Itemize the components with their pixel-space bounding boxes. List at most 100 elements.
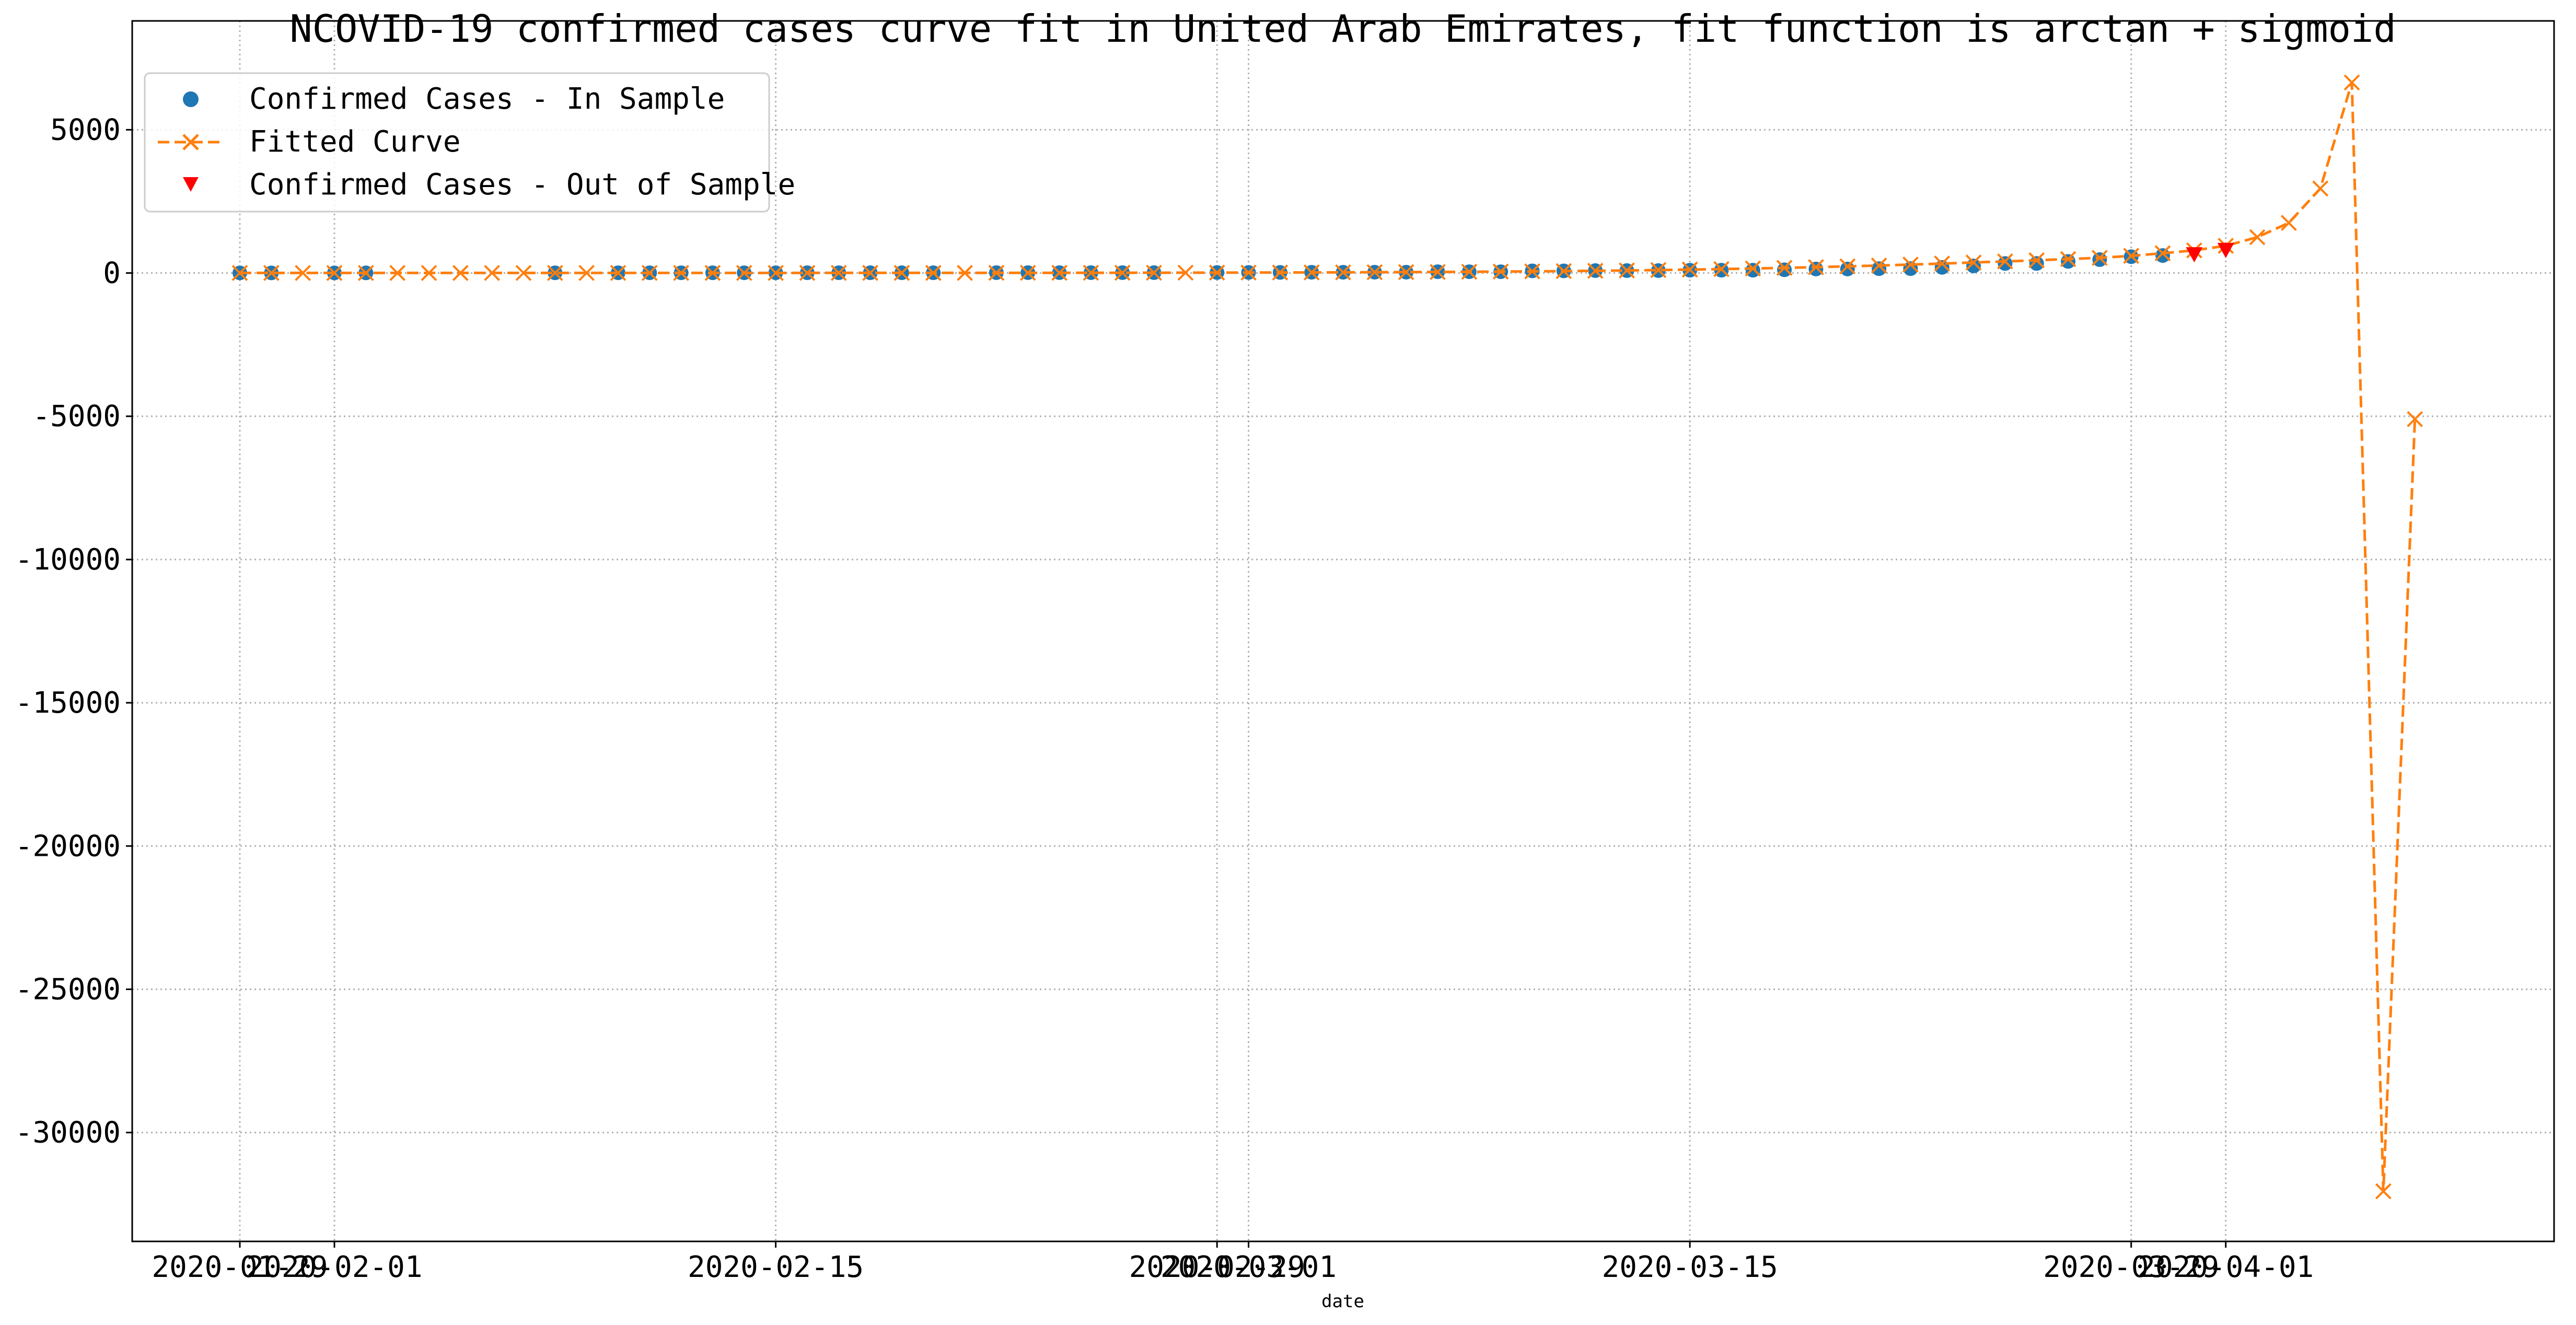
in-sample-point <box>1808 261 1824 276</box>
fitted-curve-point <box>547 264 563 281</box>
fitted-curve-point <box>2280 215 2297 231</box>
y-tick-label: 0 <box>103 257 121 290</box>
legend-box <box>144 72 770 213</box>
plot-area-frame <box>131 20 2555 1242</box>
in-sample-point <box>2155 248 2171 263</box>
in-sample-point <box>1966 258 1981 273</box>
fitted-curve-point <box>925 264 942 281</box>
fitted-curve-point <box>1398 264 1414 281</box>
x-axis-label: date <box>1321 1291 1364 1312</box>
fitted-curve-point <box>1524 263 1540 280</box>
series-out-of-sample <box>2186 242 2234 263</box>
x-tick-label: 2020-03-15 <box>1602 1250 1778 1284</box>
fitted-curve-point <box>704 264 721 281</box>
fitted-curve-point <box>452 265 469 281</box>
fitted-curve-point <box>641 264 658 281</box>
x-tick-label: 2020-01-29 <box>152 1250 328 1284</box>
fitted-curve-point <box>421 265 437 281</box>
fitted-curve-point <box>1083 264 1099 281</box>
fitted-curve-point <box>862 264 878 281</box>
fitted-curve-point <box>326 265 343 281</box>
y-tick-label: -5000 <box>32 400 121 434</box>
fitted-curve-point <box>894 264 910 281</box>
fitted-curve-point <box>1902 256 1919 273</box>
fitted-curve-point <box>2123 248 2140 264</box>
y-tick-label: -15000 <box>15 686 121 720</box>
fitted-curve-point <box>1587 262 1604 279</box>
in-sample-point <box>1872 261 1887 276</box>
y-tick-label: -10000 <box>15 543 121 577</box>
fitted-curve-point <box>768 264 784 281</box>
fitted-curve-point <box>2343 74 2360 91</box>
fitted-curve-point <box>1745 260 1761 277</box>
series-fitted-curve <box>231 74 2423 1200</box>
fitted-curve-point <box>2249 229 2266 246</box>
fitted-curve-point <box>1209 264 1225 281</box>
fitted-curve-point <box>1965 254 1982 271</box>
fitted-curve-point <box>389 265 406 281</box>
fitted-curve-point <box>610 264 626 281</box>
in-sample-point <box>2092 252 2107 267</box>
legend: Confirmed Cases - In Sample Fitted Curve… <box>144 72 795 213</box>
fitted-curve-point <box>2375 1183 2392 1200</box>
fitted-curve-point <box>2154 245 2171 262</box>
grid <box>132 21 2554 1241</box>
fitted-curve-point <box>2091 250 2108 266</box>
chart-title: NCOVID-19 confirmed cases curve fit in U… <box>289 7 2396 51</box>
fitted-curve-point <box>295 265 311 281</box>
legend-marker-fitted-curve <box>158 134 224 150</box>
fitted-curve-point <box>2028 252 2045 269</box>
in-sample-point <box>2061 254 2076 269</box>
fitted-curve-point <box>1114 264 1131 281</box>
fitted-curve-point <box>1366 264 1383 281</box>
fitted-curve-point <box>673 264 690 281</box>
legend-marker-out-of-sample <box>183 177 199 192</box>
fitted-curve-point <box>1934 255 1951 272</box>
fitted-curve-point <box>1492 263 1509 280</box>
fitted-curve-point <box>2060 251 2076 268</box>
fitted-curve-point <box>2312 180 2329 197</box>
fitted-curve-point <box>1051 264 1067 281</box>
fitted-curve-point <box>736 264 752 281</box>
y-tick-label: -30000 <box>15 1116 121 1150</box>
fitted-curve-point <box>1461 263 1478 280</box>
fitted-curve-point <box>1871 257 1887 274</box>
fitted-curve-point <box>1272 264 1289 281</box>
fitted-curve-point <box>1177 264 1194 281</box>
fitted-curve-point <box>1650 262 1667 278</box>
legend-marker-in-sample <box>183 91 199 107</box>
fitted-curve-point <box>1335 264 1351 281</box>
legend-label-out-of-sample: Confirmed Cases - Out of Sample <box>249 168 795 202</box>
axis-ticks: 5000 0 -5000 -10000 -15000 -20000 -25000 -30000… <box>15 113 2314 1284</box>
fitted-curve-point <box>1997 253 2013 270</box>
fitted-curve-point <box>830 264 847 281</box>
legend-label-fitted-curve: Fitted Curve <box>249 125 461 159</box>
fitted-curve-point <box>1303 264 1320 281</box>
fitted-curve-point <box>1240 264 1257 281</box>
legend-label-in-sample: Confirmed Cases - In Sample <box>249 82 725 116</box>
x-tick-label: 2020-02-01 <box>246 1250 422 1284</box>
fitted-curve-point <box>1146 264 1162 281</box>
fitted-curve-point <box>357 265 374 281</box>
fitted-curve-point <box>515 264 532 281</box>
x-tick-label: 2020-04-01 <box>2138 1250 2314 1284</box>
plot-series <box>231 74 2423 1200</box>
x-tick-label: 2020-02-29 <box>1129 1250 1305 1284</box>
fitted-curve-point <box>1839 258 1856 275</box>
x-tick-label: 2020-03-01 <box>1161 1250 1337 1284</box>
y-tick-label: -20000 <box>15 829 121 863</box>
fitted-curve-point <box>1808 259 1824 275</box>
fitted-curve-point <box>1430 264 1446 280</box>
fitted-curve-point <box>1556 263 1572 280</box>
fitted-curve-point <box>263 265 280 281</box>
y-tick-label: 5000 <box>50 113 121 147</box>
fitted-curve-line <box>240 82 2417 1192</box>
fitted-curve-point <box>231 265 248 281</box>
in-sample-point <box>1745 263 1760 278</box>
x-tick-label: 2020-02-15 <box>688 1250 864 1284</box>
fitted-curve-point <box>2407 411 2423 427</box>
fitted-curve-point <box>1776 260 1793 276</box>
fitted-curve-point <box>484 264 501 281</box>
in-sample-point <box>2029 256 2044 271</box>
